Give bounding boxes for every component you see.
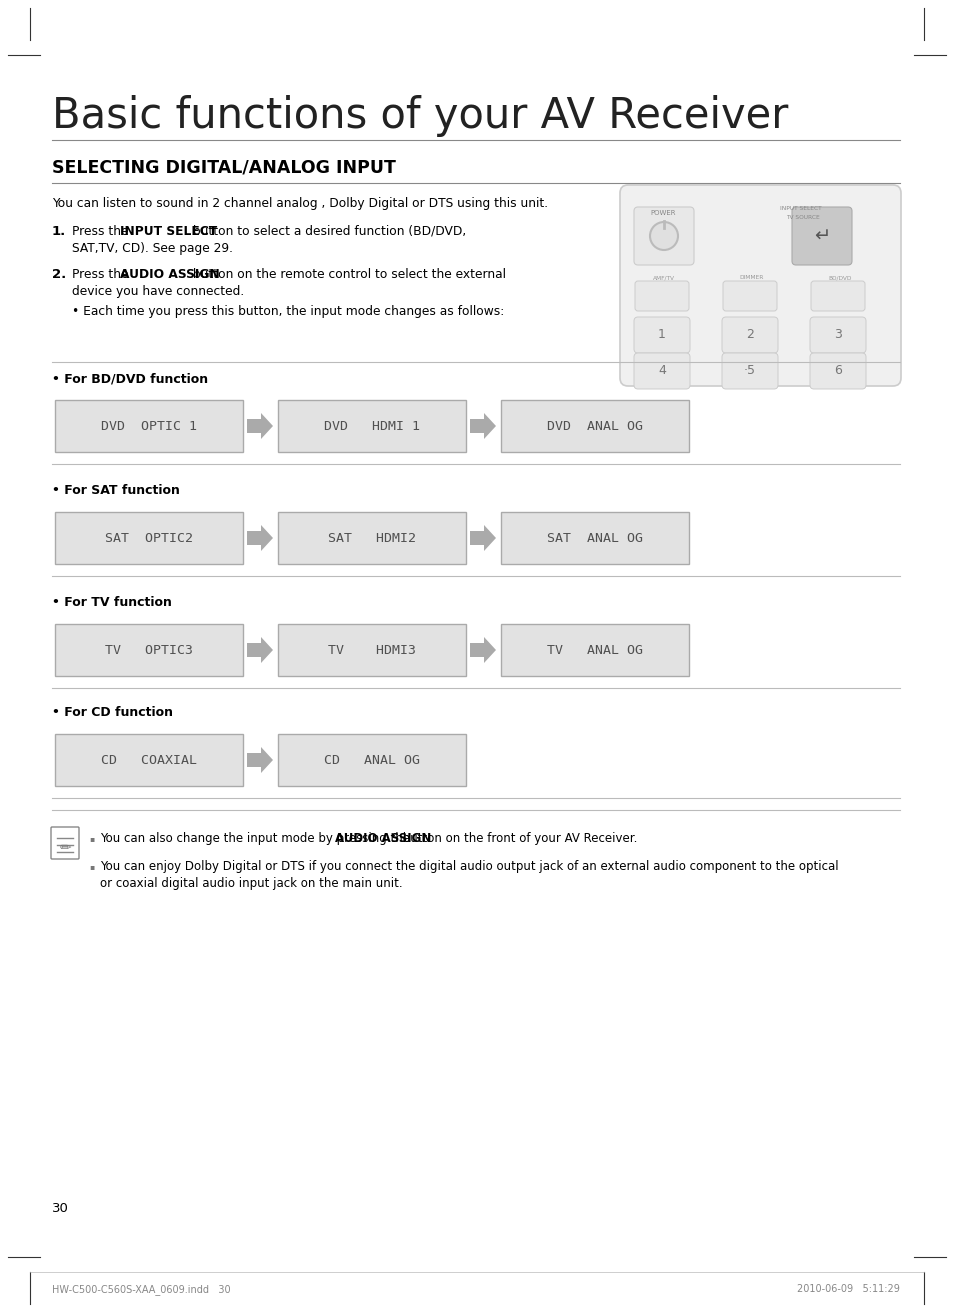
Text: SAT   HDMI2: SAT HDMI2 xyxy=(328,533,416,546)
Text: 4: 4 xyxy=(658,365,665,378)
Text: TV SOURCE: TV SOURCE xyxy=(785,215,819,220)
Text: CD   ANAL OG: CD ANAL OG xyxy=(324,754,419,768)
Text: button on the remote control to select the external: button on the remote control to select t… xyxy=(189,268,505,281)
Text: AUDIO ASSIGN: AUDIO ASSIGN xyxy=(120,268,220,281)
FancyBboxPatch shape xyxy=(634,353,689,388)
Text: AMF/TV: AMF/TV xyxy=(652,276,675,279)
Text: Press the: Press the xyxy=(71,224,132,237)
Text: 3: 3 xyxy=(833,328,841,341)
Text: DIMMER: DIMMER xyxy=(739,276,763,279)
Text: 1: 1 xyxy=(658,328,665,341)
Polygon shape xyxy=(470,525,496,551)
Text: POWER: POWER xyxy=(649,210,675,216)
FancyBboxPatch shape xyxy=(55,400,243,453)
FancyBboxPatch shape xyxy=(277,733,465,786)
Text: TV    HDMI3: TV HDMI3 xyxy=(328,644,416,657)
FancyBboxPatch shape xyxy=(55,733,243,786)
FancyBboxPatch shape xyxy=(277,400,465,453)
Text: • Each time you press this button, the input mode changes as follows:: • Each time you press this button, the i… xyxy=(71,304,504,318)
Text: ▪: ▪ xyxy=(90,863,97,872)
FancyBboxPatch shape xyxy=(809,318,865,353)
Text: 1.: 1. xyxy=(52,224,66,237)
Polygon shape xyxy=(247,413,273,440)
Text: You can listen to sound in 2 channel analog , Dolby Digital or DTS using this un: You can listen to sound in 2 channel ana… xyxy=(52,197,548,210)
Text: ↵: ↵ xyxy=(813,227,829,245)
Text: TV   ANAL OG: TV ANAL OG xyxy=(546,644,642,657)
Text: AUDIO ASSIGN: AUDIO ASSIGN xyxy=(335,832,431,845)
Text: DVD  ANAL OG: DVD ANAL OG xyxy=(546,421,642,433)
FancyBboxPatch shape xyxy=(634,207,693,265)
Text: • For SAT function: • For SAT function xyxy=(52,484,180,497)
Text: device you have connected.: device you have connected. xyxy=(71,285,244,298)
FancyBboxPatch shape xyxy=(55,512,243,564)
Text: INPUT SELECT: INPUT SELECT xyxy=(120,224,217,237)
Polygon shape xyxy=(470,413,496,440)
Text: • For TV function: • For TV function xyxy=(52,596,172,609)
Text: 2010-06-09   5:11:29: 2010-06-09 5:11:29 xyxy=(797,1284,899,1294)
Polygon shape xyxy=(470,638,496,663)
Text: HW-C500-C560S-XAA_0609.indd   30: HW-C500-C560S-XAA_0609.indd 30 xyxy=(52,1284,231,1295)
Text: TV   OPTIC3: TV OPTIC3 xyxy=(105,644,193,657)
Text: ✏: ✏ xyxy=(59,841,71,855)
FancyBboxPatch shape xyxy=(791,207,851,265)
Text: INPUT SELECT: INPUT SELECT xyxy=(780,206,821,211)
Polygon shape xyxy=(247,638,273,663)
FancyBboxPatch shape xyxy=(500,400,688,453)
Text: SAT  ANAL OG: SAT ANAL OG xyxy=(546,533,642,546)
FancyBboxPatch shape xyxy=(635,281,688,311)
Text: BD/DVD: BD/DVD xyxy=(827,276,851,279)
Text: button to select a desired function (BD/DVD,: button to select a desired function (BD/… xyxy=(189,224,466,237)
Text: 6: 6 xyxy=(833,365,841,378)
Text: button on the front of your AV Receiver.: button on the front of your AV Receiver. xyxy=(399,832,638,845)
FancyBboxPatch shape xyxy=(500,512,688,564)
Text: DVD  OPTIC 1: DVD OPTIC 1 xyxy=(101,421,196,433)
Text: CD   COAXIAL: CD COAXIAL xyxy=(101,754,196,768)
Text: ·5: ·5 xyxy=(743,365,755,378)
Text: 30: 30 xyxy=(52,1202,69,1215)
Text: Press the: Press the xyxy=(71,268,132,281)
FancyBboxPatch shape xyxy=(55,625,243,676)
Text: Basic functions of your AV Receiver: Basic functions of your AV Receiver xyxy=(52,94,787,136)
FancyBboxPatch shape xyxy=(721,318,778,353)
Text: You can enjoy Dolby Digital or DTS if you connect the digital audio output jack : You can enjoy Dolby Digital or DTS if yo… xyxy=(100,859,838,872)
Text: • For BD/DVD function: • For BD/DVD function xyxy=(52,373,208,384)
Polygon shape xyxy=(247,747,273,773)
FancyBboxPatch shape xyxy=(810,281,864,311)
FancyBboxPatch shape xyxy=(721,353,778,388)
Text: 2: 2 xyxy=(745,328,753,341)
FancyBboxPatch shape xyxy=(500,625,688,676)
Text: ▪: ▪ xyxy=(90,834,97,844)
Text: or coaxial digital audio input jack on the main unit.: or coaxial digital audio input jack on t… xyxy=(100,876,402,890)
FancyBboxPatch shape xyxy=(619,185,900,386)
Text: You can also change the input mode by pressing the: You can also change the input mode by pr… xyxy=(100,832,414,845)
Text: SELECTING DIGITAL/ANALOG INPUT: SELECTING DIGITAL/ANALOG INPUT xyxy=(52,157,395,176)
FancyBboxPatch shape xyxy=(277,512,465,564)
Text: 2.: 2. xyxy=(52,268,66,281)
Circle shape xyxy=(649,222,678,251)
Polygon shape xyxy=(247,525,273,551)
FancyBboxPatch shape xyxy=(634,318,689,353)
Text: SAT  OPTIC2: SAT OPTIC2 xyxy=(105,533,193,546)
Text: SAT,TV, CD). See page 29.: SAT,TV, CD). See page 29. xyxy=(71,241,233,255)
FancyBboxPatch shape xyxy=(277,625,465,676)
FancyBboxPatch shape xyxy=(51,827,79,859)
Text: • For CD function: • For CD function xyxy=(52,706,172,719)
FancyBboxPatch shape xyxy=(722,281,776,311)
Text: DVD   HDMI 1: DVD HDMI 1 xyxy=(324,421,419,433)
FancyBboxPatch shape xyxy=(809,353,865,388)
